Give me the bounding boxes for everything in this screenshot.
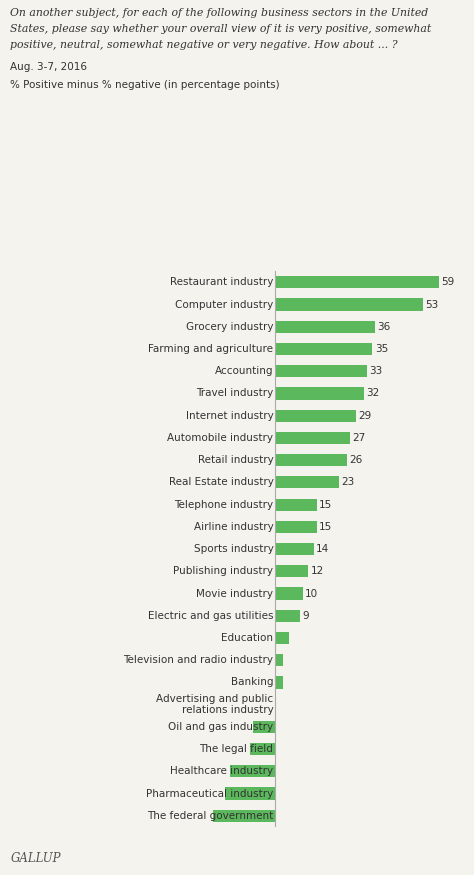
Text: Education: Education [221,633,273,643]
Bar [250,743,275,755]
Text: 9: 9 [302,611,309,620]
Text: 27: 27 [352,433,365,443]
Text: Retail industry: Retail industry [198,455,273,466]
Text: Computer industry: Computer industry [175,299,273,310]
Bar [275,343,373,355]
Bar [253,721,275,733]
Bar [213,809,275,822]
Bar [230,766,275,777]
Text: States, please say whether your overall view of it is very positive, somewhat: States, please say whether your overall … [10,24,432,34]
Text: Sports industry: Sports industry [193,544,273,554]
Bar [275,321,375,332]
Text: Internet industry: Internet industry [186,410,273,421]
Bar [275,565,308,578]
Text: 12: 12 [310,566,324,577]
Text: 14: 14 [316,544,329,554]
Bar [275,276,439,289]
Bar [275,676,283,689]
Text: Television and radio industry: Television and radio industry [123,655,273,665]
Bar [275,610,300,622]
Text: 15: 15 [319,522,332,532]
Text: 59: 59 [442,277,455,287]
Text: 26: 26 [350,455,363,466]
Text: Telephone industry: Telephone industry [174,500,273,509]
Text: 36: 36 [377,322,391,332]
Text: Travel industry: Travel industry [196,388,273,398]
Text: % Positive minus % negative (in percentage points): % Positive minus % negative (in percenta… [10,80,280,90]
Text: Airline industry: Airline industry [194,522,273,532]
Text: Real Estate industry: Real Estate industry [169,478,273,487]
Text: 35: 35 [374,344,388,354]
Bar [275,432,350,444]
Bar [275,454,347,466]
Text: Publishing industry: Publishing industry [173,566,273,577]
Text: The legal field: The legal field [200,744,273,754]
Text: Pharmaceutical industry: Pharmaceutical industry [146,788,273,799]
Bar [275,499,317,511]
Text: On another subject, for each of the following business sectors in the United: On another subject, for each of the foll… [10,8,428,18]
Text: Accounting: Accounting [215,367,273,376]
Text: The federal government: The federal government [147,811,273,821]
Text: Restaurant industry: Restaurant industry [170,277,273,287]
Bar [275,632,289,644]
Text: positive, neutral, somewhat negative or very negative. How about ... ?: positive, neutral, somewhat negative or … [10,40,398,50]
Text: Aug. 3-7, 2016: Aug. 3-7, 2016 [10,62,87,72]
Text: 33: 33 [369,367,383,376]
Bar [275,654,283,666]
Text: Advertising and public
relations industry: Advertising and public relations industr… [156,694,273,716]
Text: Healthcare industry: Healthcare industry [170,766,273,776]
Bar [275,476,339,488]
Bar [275,410,356,422]
Text: GALLUP: GALLUP [10,851,61,864]
Text: 10: 10 [305,589,318,598]
Text: Electric and gas utilities: Electric and gas utilities [148,611,273,620]
Bar [275,587,303,599]
Text: 32: 32 [366,388,380,398]
Bar [225,788,275,800]
Bar [275,543,314,555]
Text: Farming and agriculture: Farming and agriculture [148,344,273,354]
Text: 53: 53 [425,299,438,310]
Text: Oil and gas industry: Oil and gas industry [168,722,273,732]
Text: 15: 15 [319,500,332,509]
Text: 29: 29 [358,410,371,421]
Text: Grocery industry: Grocery industry [186,322,273,332]
Bar [275,521,317,533]
Text: Movie industry: Movie industry [196,589,273,598]
Bar [275,365,367,377]
Text: Banking: Banking [231,677,273,688]
Text: Automobile industry: Automobile industry [167,433,273,443]
Bar [275,298,423,311]
Bar [275,388,364,400]
Text: 23: 23 [341,478,355,487]
